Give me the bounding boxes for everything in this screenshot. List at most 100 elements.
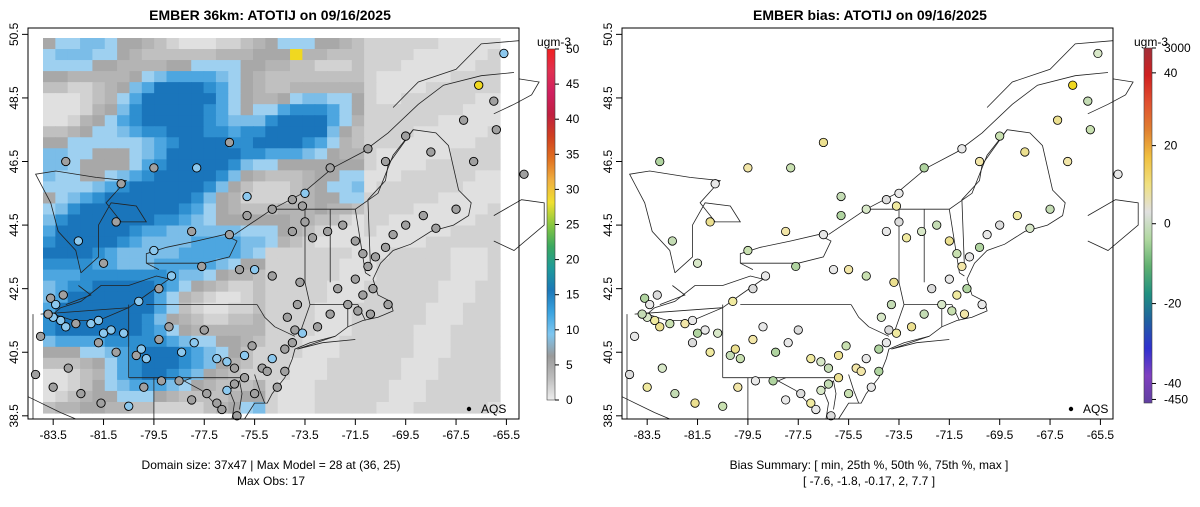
grid-cell — [104, 115, 118, 127]
grid-cell — [425, 82, 439, 94]
bias-point — [1083, 96, 1093, 106]
grid-cell — [388, 368, 402, 381]
grid-cell — [129, 115, 143, 127]
grid-cell — [413, 203, 427, 216]
left-map-boundary — [299, 209, 311, 334]
grid-cell — [117, 258, 131, 271]
grid-cell — [376, 335, 390, 348]
grid-cell — [388, 93, 402, 105]
bias-point — [876, 312, 886, 322]
grid-cell — [265, 137, 279, 149]
grid-cell — [438, 60, 452, 72]
grid-cell — [178, 170, 192, 182]
aqs-observation-point — [61, 156, 71, 167]
grid-cell — [104, 38, 118, 50]
grid-cell — [487, 38, 501, 50]
grid-cell — [462, 93, 476, 105]
grid-cell — [277, 269, 291, 282]
grid-cell — [413, 269, 427, 282]
grid-cell — [290, 247, 303, 260]
grid-cell — [55, 126, 69, 138]
grid-cell — [240, 71, 254, 83]
grid-cell — [203, 335, 217, 348]
grid-cell — [388, 181, 402, 194]
grid-cell — [339, 247, 353, 260]
grid-cell — [117, 192, 131, 205]
grid-cell — [364, 357, 378, 370]
bias-point — [655, 322, 665, 332]
grid-cell — [339, 258, 353, 271]
grid-cell — [327, 104, 341, 116]
grid-cell — [252, 93, 266, 105]
grid-cell — [252, 60, 266, 72]
grid-cell — [351, 126, 365, 138]
grid-cell — [462, 148, 476, 160]
grid-cell — [339, 93, 353, 105]
bias-point — [624, 369, 635, 380]
grid-cell — [117, 280, 131, 293]
grid-cell — [265, 247, 279, 260]
bias-point — [806, 398, 816, 408]
grid-cell — [450, 225, 464, 238]
grid-cell — [265, 49, 279, 61]
grid-cell — [351, 291, 365, 304]
grid-cell — [388, 82, 402, 94]
aqs-observation-point — [187, 395, 197, 405]
grid-cell — [302, 170, 316, 182]
grid-cell — [475, 258, 489, 271]
grid-cell — [302, 269, 316, 282]
grid-cell — [487, 280, 501, 293]
grid-cell — [265, 71, 279, 83]
grid-cell — [327, 214, 341, 227]
aqs-observation-point — [499, 48, 509, 59]
grid-cell — [252, 82, 266, 94]
grid-cell — [80, 203, 94, 216]
grid-cell — [475, 368, 489, 381]
left-x-tick-label: -65.5 — [493, 428, 521, 442]
grid-cell — [475, 71, 489, 83]
grid-cell — [462, 60, 476, 72]
right-map-boundary — [948, 209, 965, 277]
grid-cell — [265, 126, 279, 138]
bias-point — [692, 328, 703, 338]
grid-cell — [129, 82, 143, 94]
grid-cell — [314, 181, 328, 194]
bias-point — [932, 220, 942, 230]
grid-cell — [277, 357, 291, 370]
aqs-observation-point — [189, 338, 199, 348]
grid-cell — [413, 82, 427, 94]
grid-cell — [351, 38, 365, 50]
grid-cell — [265, 148, 279, 160]
grid-cell — [55, 192, 69, 205]
grid-cell — [228, 148, 242, 160]
grid-cell — [55, 335, 69, 348]
grid-cell — [376, 324, 390, 337]
bias-point — [670, 388, 680, 399]
grid-cell — [92, 368, 106, 381]
grid-cell — [351, 346, 365, 359]
left-chart-title: EMBER 36km: ATOTIJ on 09/16/2025 — [149, 7, 391, 23]
grid-cell — [252, 291, 266, 304]
grid-cell — [178, 115, 192, 127]
grid-cell — [240, 159, 254, 171]
right-basemap — [621, 40, 1139, 420]
grid-cell — [215, 302, 229, 315]
right-colorbar-tick-label: 20 — [1164, 139, 1178, 153]
grid-cell — [290, 401, 303, 414]
grid-cell — [450, 93, 464, 105]
bias-point — [944, 236, 954, 246]
grid-cell — [302, 104, 316, 116]
grid-cell — [141, 280, 155, 293]
grid-cell — [265, 192, 279, 205]
grid-cell — [438, 137, 452, 149]
left-x-tick-label: -73.5 — [291, 428, 319, 442]
grid-cell — [43, 225, 56, 238]
grid-cell — [154, 38, 168, 50]
aqs-observation-point — [426, 147, 436, 157]
grid-cell — [92, 159, 106, 171]
grid-cell — [450, 159, 464, 171]
grid-cell — [228, 335, 242, 348]
grid-cell — [450, 335, 464, 348]
aqs-observation-point — [380, 156, 391, 167]
left-map-panel: EMBER 36km: ATOTIJ on 09/16/2025 -83.5 -8… — [7, 7, 580, 488]
